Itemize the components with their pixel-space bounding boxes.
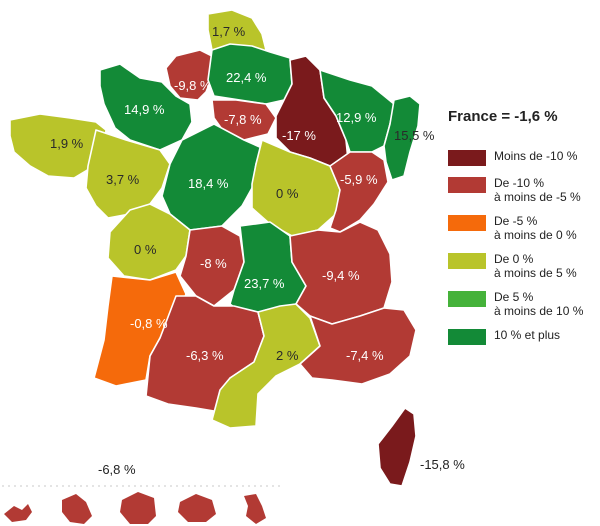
label-overseas: -6,8 % <box>98 462 136 477</box>
region-labels: 1,7 % 14,9 % -9,8 % 22,4 % -7,8 % -17 % … <box>50 24 435 363</box>
region-manche <box>99 63 193 151</box>
regions-layer <box>9 9 421 487</box>
legend-item: De 5 % à moins de 10 % <box>448 290 598 318</box>
legend-label: De 5 % à moins de 10 % <box>494 290 583 318</box>
label-picardie: -9,8 % <box>174 78 212 93</box>
legend-item: De 0 % à moins de 5 % <box>448 252 598 280</box>
label-languedoc: 2 % <box>276 348 299 363</box>
label-bretagne: 1,9 % <box>50 136 84 151</box>
label-aquitaine: -0,8 % <box>130 316 168 331</box>
region-lorraine <box>319 69 395 153</box>
legend-title: France = -1,6 % <box>448 108 558 125</box>
legend-label-line1: Moins de -10 % <box>494 149 578 163</box>
label-corse: -15,8 % <box>420 457 465 472</box>
label-paca: -7,4 % <box>346 348 384 363</box>
dom-mayotte <box>244 494 266 524</box>
label-midi-pyrenees: -6,3 % <box>186 348 224 363</box>
label-nord-est-paris: 22,4 % <box>226 70 267 85</box>
legend-swatch <box>448 215 486 231</box>
legend-label-line1: 10 % et plus <box>494 328 561 342</box>
legend-label-line2: à moins de 10 % <box>494 304 584 318</box>
legend-swatch <box>448 150 486 166</box>
label-ile-de-france: -7,8 % <box>224 112 262 127</box>
legend: France = -1,6 % Moins de -10 % De -10 % à … <box>448 108 598 355</box>
legend-item: De -5 % à moins de 0 % <box>448 214 598 242</box>
label-alsace: 15,5 % <box>394 128 435 143</box>
legend-label-line2: à moins de 5 % <box>494 266 577 280</box>
region-poitou <box>107 203 191 281</box>
legend-label-line1: De 5 % <box>494 290 534 304</box>
region-centre <box>161 123 263 231</box>
legend-swatch <box>448 177 486 193</box>
region-franche-comte <box>329 151 389 233</box>
region-paca <box>299 307 417 385</box>
region-alsace <box>383 95 421 181</box>
dom-martinique <box>62 494 92 524</box>
legend-label: 10 % et plus <box>494 328 560 342</box>
legend-label: De -5 % à moins de 0 % <box>494 214 577 242</box>
label-poitou: 0 % <box>134 242 157 257</box>
region-ile-de-france <box>211 99 277 141</box>
legend-swatch <box>448 291 486 307</box>
region-languedoc <box>211 303 321 429</box>
legend-item: Moins de -10 % <box>448 149 598 166</box>
legend-item: 10 % et plus <box>448 328 598 345</box>
region-corse <box>377 407 417 487</box>
label-rhone-alpes: -9,4 % <box>322 268 360 283</box>
legend-label: Moins de -10 % <box>494 149 577 163</box>
label-loire-ouest: 3,7 % <box>106 172 140 187</box>
legend-items: Moins de -10 % De -10 % à moins de -5 % De … <box>448 149 598 345</box>
legend-label: De -10 % à moins de -5 % <box>494 176 581 204</box>
legend-swatch <box>448 253 486 269</box>
legend-label-line1: De -10 % <box>494 176 545 190</box>
label-centre: 18,4 % <box>188 176 229 191</box>
dom-guyane <box>120 492 156 524</box>
legend-label-line2: à moins de 0 % <box>494 228 577 242</box>
legend-label-line2: à moins de -5 % <box>494 190 581 204</box>
region-limousin <box>179 225 245 307</box>
label-nord: 1,7 % <box>212 24 246 39</box>
dom-reunion <box>178 494 216 522</box>
legend-swatch <box>448 329 486 345</box>
label-manche: 14,9 % <box>124 102 165 117</box>
label-auvergne: 23,7 % <box>244 276 285 291</box>
legend-label: De 0 % à moins de 5 % <box>494 252 577 280</box>
dom-guadeloupe <box>4 504 32 522</box>
legend-item: De -10 % à moins de -5 % <box>448 176 598 204</box>
label-bourgogne: 0 % <box>276 186 299 201</box>
label-franche-comte: -5,9 % <box>340 172 378 187</box>
legend-label-line1: De -5 % <box>494 214 538 228</box>
label-lorraine: 12,9 % <box>336 110 377 125</box>
overseas-territories <box>2 485 280 524</box>
legend-label-line1: De 0 % <box>494 252 534 266</box>
label-champagne: -17 % <box>282 128 316 143</box>
label-limousin: -8 % <box>200 256 227 271</box>
